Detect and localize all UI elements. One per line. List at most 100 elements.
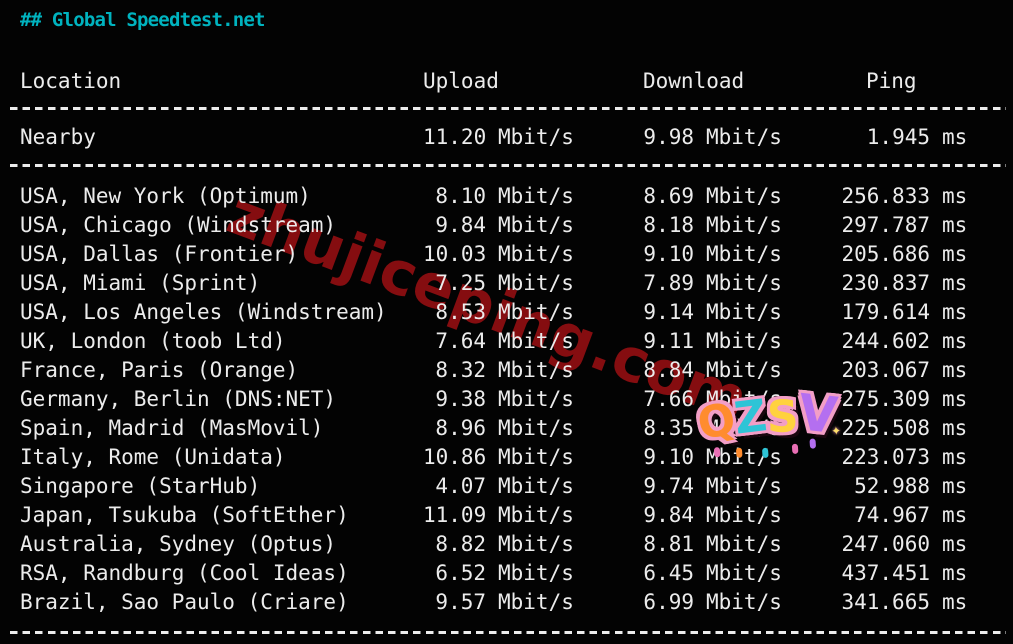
ping-value: 256.833	[841, 184, 930, 208]
row-upload: 10.03 Mbit/s	[423, 240, 574, 269]
row-location: Germany, Berlin (DNS:NET)	[20, 387, 337, 411]
row-location: USA, Miami (Sprint)	[20, 271, 261, 295]
ping-value: 223.073	[841, 445, 930, 469]
upload-value: 9.84	[435, 213, 486, 237]
download-value: 9.11	[643, 329, 694, 353]
upload-value: 8.10	[435, 184, 486, 208]
row-location: Australia, Sydney (Optus)	[20, 532, 337, 556]
row-upload: 8.10 Mbit/s	[423, 182, 574, 211]
row-download: 9.98 Mbit/s	[643, 123, 782, 152]
row-ping: 203.067 ms	[841, 356, 967, 385]
row-upload: 11.09 Mbit/s	[423, 501, 574, 530]
download-unit: Mbit/s	[706, 125, 782, 149]
ping-value: 52.988	[854, 474, 930, 498]
ping-value: 203.067	[841, 358, 930, 382]
row-ping: 230.837 ms	[841, 269, 967, 298]
row-download: 8.84 Mbit/s	[643, 356, 782, 385]
download-unit: Mbit/s	[706, 184, 782, 208]
row-upload: 8.82 Mbit/s	[423, 530, 573, 559]
row-ping: 74.967 ms	[841, 501, 967, 530]
row-download: 6.45 Mbit/s	[643, 559, 781, 588]
upload-unit: Mbit/s	[498, 416, 574, 440]
table-row: Singapore (StarHub) 4.07 Mbit/s 9.74 Mbit/…	[0, 472, 1013, 501]
paint-drips	[713, 447, 721, 458]
download-unit: Mbit/s	[706, 590, 782, 614]
download-value: 9.14	[643, 300, 694, 324]
ping-value: 341.665	[841, 590, 930, 614]
row-ping: 256.833 ms	[841, 182, 967, 211]
row-upload: 9.57 Mbit/s	[423, 588, 574, 617]
upload-unit: Mbit/s	[498, 561, 574, 585]
table-row: RSA, Randburg (Cool Ideas) 6.52 Mbit/s 6.…	[0, 559, 1013, 588]
row-upload: 9.38 Mbit/s	[423, 385, 574, 414]
row-location: UK, London (toob Ltd)	[20, 329, 286, 353]
row-ping: 247.060 ms	[841, 530, 967, 559]
column-header-location: Location	[20, 69, 122, 93]
upload-unit: Mbit/s	[498, 387, 574, 411]
download-unit: Mbit/s	[706, 358, 782, 382]
row-ping: 244.602 ms	[841, 327, 967, 356]
table-row: Australia, Sydney (Optus) 8.82 Mbit/s 8.8…	[0, 530, 1013, 559]
table-row: USA, New York (Optimum) 8.10 Mbit/s 8.69 M…	[0, 182, 1013, 211]
table-row: Japan, Tsukuba (SoftEther) 11.09 Mbit/s 9…	[0, 501, 1013, 530]
upload-unit: Mbit/s	[498, 184, 574, 208]
sparkle-icon: ✦	[830, 419, 842, 440]
upload-value: 8.53	[435, 300, 486, 324]
download-value: 8.35	[643, 416, 694, 440]
ping-unit: ms	[942, 300, 968, 324]
upload-unit: Mbit/s	[498, 329, 574, 353]
upload-value: 11.20	[423, 125, 487, 149]
row-download: 6.99 Mbit/s	[643, 588, 782, 617]
row-location: USA, New York (Optimum)	[20, 184, 311, 208]
row-upload: 9.84 Mbit/s	[423, 211, 574, 240]
row-location: Nearby	[20, 125, 96, 149]
row-download: 8.81 Mbit/s	[643, 530, 781, 559]
download-value: 6.99	[643, 590, 694, 614]
upload-unit: Mbit/s	[498, 590, 574, 614]
download-unit: Mbit/s	[706, 329, 782, 353]
row-location: USA, Dallas (Frontier)	[20, 242, 299, 266]
row-upload: 8.53 Mbit/s	[423, 298, 573, 327]
column-header-ping: Ping	[866, 69, 917, 93]
row-download: 8.35 Mbit/s	[643, 414, 781, 443]
download-value: 9.10	[643, 445, 694, 469]
upload-value: 11.09	[423, 503, 487, 527]
ping-unit: ms	[942, 358, 968, 382]
row-location: Japan, Tsukuba (SoftEther)	[20, 503, 349, 527]
row-download: 9.10 Mbit/s	[643, 240, 782, 269]
separator-line	[10, 631, 1006, 634]
ping-unit: ms	[942, 387, 968, 411]
download-value: 8.69	[643, 184, 694, 208]
download-value: 6.45	[643, 561, 694, 585]
row-upload: 6.52 Mbit/s	[423, 559, 574, 588]
upload-value: 7.64	[435, 329, 486, 353]
upload-unit: Mbit/s	[498, 213, 574, 237]
ping-unit: ms	[942, 329, 968, 353]
row-download: 7.89 Mbit/s	[643, 269, 781, 298]
column-header-download: Download	[643, 69, 745, 93]
ping-unit: ms	[942, 416, 968, 440]
download-value: 9.10	[643, 242, 694, 266]
ping-value: 297.787	[841, 213, 930, 237]
table-row: Spain, Madrid (MasMovil) 8.96 Mbit/s 8.35…	[0, 414, 1013, 443]
row-download: 9.14 Mbit/s	[643, 298, 781, 327]
ping-value: 225.508	[841, 416, 930, 440]
download-value: 7.89	[643, 271, 694, 295]
page-title: ## Global Speedtest.net	[20, 9, 266, 31]
ping-unit: ms	[942, 184, 968, 208]
ping-unit: ms	[942, 532, 968, 556]
row-location: Singapore (StarHub)	[20, 474, 261, 498]
separator-line	[10, 164, 1006, 167]
graffiti-sticker: QZSV ✦	[693, 383, 841, 458]
ping-unit: ms	[942, 590, 968, 614]
row-upload: 8.96 Mbit/s	[423, 414, 574, 443]
upload-unit: Mbit/s	[498, 445, 574, 469]
row-ping: 225.508 ms	[841, 414, 967, 443]
ping-value: 437.451	[841, 561, 930, 585]
download-unit: Mbit/s	[706, 242, 782, 266]
row-location: France, Paris (Orange)	[20, 358, 299, 382]
row-download: 8.69 Mbit/s	[643, 182, 782, 211]
upload-unit: Mbit/s	[498, 358, 574, 382]
table-row: UK, London (toob Ltd) 7.64 Mbit/s 9.11 Mbi…	[0, 327, 1013, 356]
